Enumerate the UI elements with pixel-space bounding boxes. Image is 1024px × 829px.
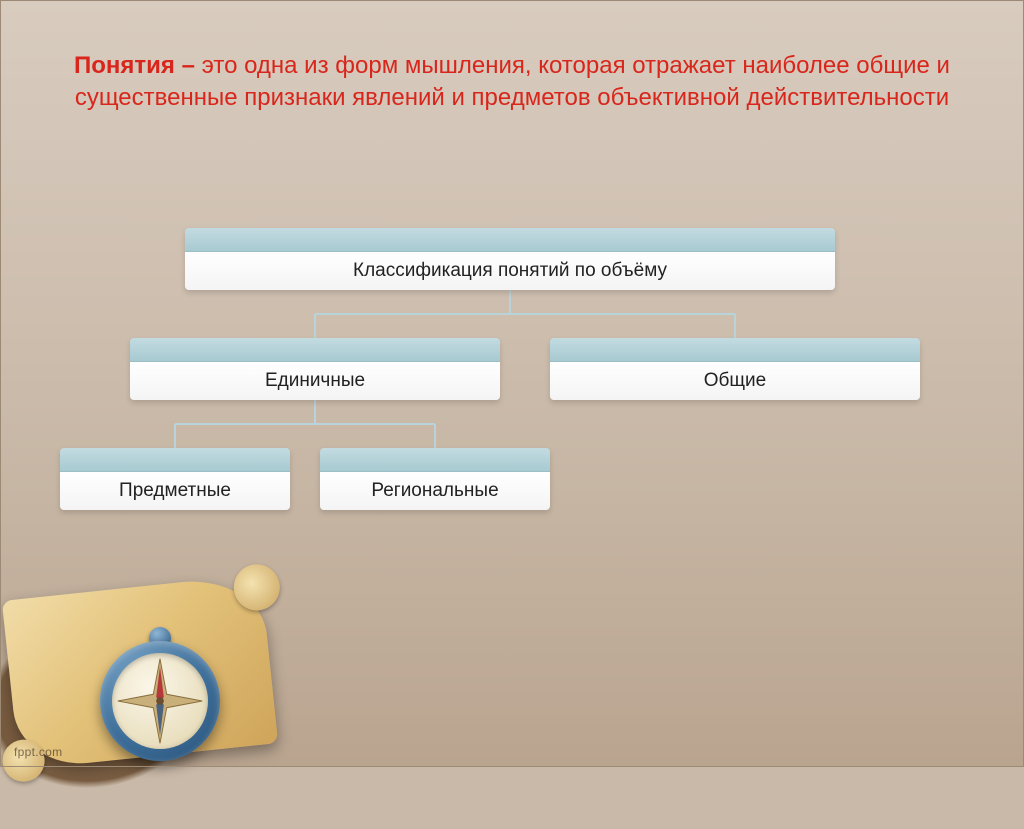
connector-segment	[434, 424, 436, 448]
tree-node-n2: Общие	[550, 338, 920, 400]
connector-segment	[734, 314, 736, 338]
node-cap	[320, 448, 550, 472]
compass-rose-icon	[112, 653, 208, 749]
tree-node-n1a: Предметные	[60, 448, 290, 510]
connector-segment	[314, 314, 316, 338]
compass-icon	[100, 641, 220, 761]
connector-segment	[510, 313, 735, 315]
connector-segment	[314, 400, 316, 424]
watermark-text: fppt.com	[14, 745, 62, 759]
tree-node-n1: Единичные	[130, 338, 500, 400]
tree-node-n1b: Региональные	[320, 448, 550, 510]
compass-face	[112, 653, 208, 749]
node-cap	[550, 338, 920, 362]
title-rest: это одна из форм мышления, которая отраж…	[75, 52, 950, 111]
node-cap	[185, 228, 835, 252]
slide-background: Понятия – это одна из форм мышления, кот…	[0, 0, 1024, 767]
corner-decoration	[0, 547, 360, 767]
connector-segment	[174, 424, 176, 448]
node-label: Региональные	[320, 472, 550, 510]
node-label: Единичные	[130, 362, 500, 400]
tree-node-root: Классификация понятий по объёму	[185, 228, 835, 290]
node-cap	[60, 448, 290, 472]
connector-segment	[175, 423, 315, 425]
connector-segment	[315, 423, 435, 425]
slide-title: Понятия – это одна из форм мышления, кот…	[50, 50, 974, 115]
node-label: Предметные	[60, 472, 290, 510]
hierarchy-diagram: Классификация понятий по объёму Единичные…	[60, 228, 964, 558]
node-cap	[130, 338, 500, 362]
node-label: Классификация понятий по объёму	[185, 252, 835, 290]
connector-segment	[315, 313, 510, 315]
title-bold: Понятия –	[74, 52, 202, 79]
connector-segment	[509, 290, 511, 314]
node-label: Общие	[550, 362, 920, 400]
